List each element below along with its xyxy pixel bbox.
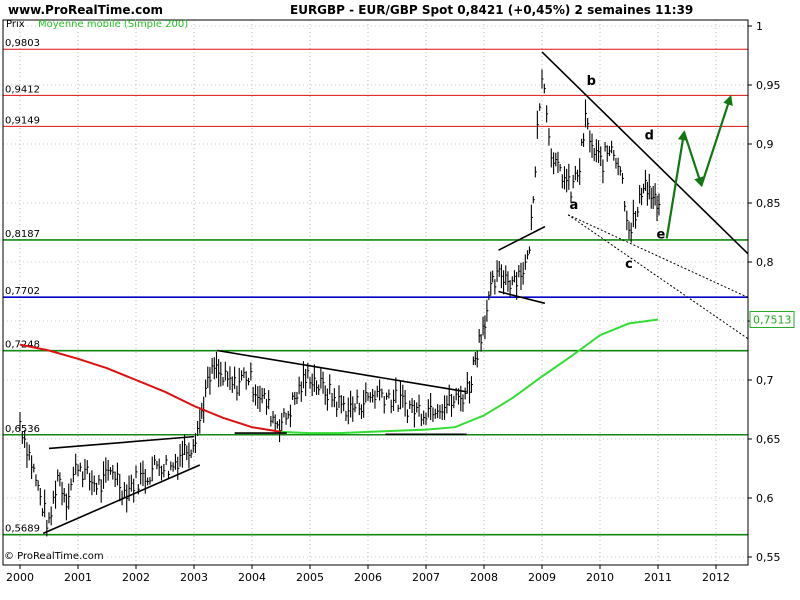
series-layer — [19, 69, 661, 537]
trendline — [48, 435, 195, 450]
y-tick-label: 0,7 — [756, 374, 774, 387]
y-tick-label: 1 — [756, 20, 763, 33]
y-tick-label: 0,65 — [756, 433, 781, 446]
trendline — [42, 464, 201, 535]
level-label: 0,8187 — [5, 229, 40, 240]
price-label: Prix — [6, 19, 25, 30]
x-tick-label: 2000 — [6, 571, 34, 584]
projection-arrow — [700, 94, 733, 186]
y-tick-label: 0,85 — [756, 197, 781, 210]
projection-arrow — [665, 130, 688, 239]
level-label: 0,5689 — [5, 524, 40, 535]
trendline — [541, 51, 749, 255]
trendline — [498, 225, 546, 251]
level-label: 0,9149 — [5, 115, 40, 126]
y-tick-label: 0,8 — [756, 256, 774, 269]
x-tick-label: 2005 — [296, 571, 324, 584]
projection-arrows — [665, 94, 733, 239]
level-label: 0,7702 — [5, 286, 40, 297]
x-tick-label: 2012 — [702, 571, 730, 584]
y-tick-label: 0,55 — [756, 551, 781, 564]
wave-label: e — [656, 227, 665, 242]
moving-average-legend: Moyenne mobile (Simple 200) — [38, 19, 189, 30]
site-title: www.ProRealTime.com — [8, 3, 163, 17]
instrument-title: EURGBP - EUR/GBP Spot 0,8421 (+0,45%) 2 … — [290, 3, 694, 17]
x-tick-label: 2001 — [64, 571, 92, 584]
x-tick-label: 2004 — [238, 571, 266, 584]
y-tick-label: 0,9 — [756, 138, 774, 151]
level-label: 0,6536 — [5, 424, 40, 435]
trendline — [498, 290, 546, 305]
copyright-footer: © ProRealTime.com — [4, 551, 104, 562]
level-label: 0,9412 — [5, 84, 40, 95]
projection-arrow — [683, 131, 704, 188]
level-label: 0,9803 — [5, 38, 40, 49]
x-tick-label: 2010 — [586, 571, 614, 584]
x-tick-label: 2006 — [354, 571, 382, 584]
x-tick-label: 2003 — [180, 571, 208, 584]
plot-frame — [2, 19, 749, 566]
wave-label: d — [645, 128, 654, 143]
y-tick-label: 0,95 — [756, 79, 781, 92]
x-tick-label: 2007 — [412, 571, 440, 584]
moving-average-green — [280, 318, 659, 435]
y-tick-label: 0,6 — [756, 492, 774, 505]
last-value-label: 0,7513 — [753, 313, 792, 326]
x-tick-label: 2008 — [470, 571, 498, 584]
x-tick-label: 2011 — [644, 571, 672, 584]
wave-label: a — [570, 198, 579, 213]
moving-average-red — [19, 343, 282, 433]
x-tick-label: 2009 — [528, 571, 556, 584]
price-series — [19, 69, 661, 537]
wave-annotations: a b c d e — [570, 74, 666, 272]
x-tick-label: 2002 — [122, 571, 150, 584]
wave-label: c — [625, 257, 633, 272]
trendline — [567, 214, 749, 340]
wave-label: b — [587, 74, 596, 89]
axes: 2000 2001 2002 2003 2004 2005 2006 2007 2008 2009… — [2, 19, 795, 584]
trendline — [217, 349, 467, 393]
trendlines — [42, 51, 749, 535]
horizontal-levels: 0,98030,94120,91490,81870,77020,72480,65… — [3, 38, 748, 536]
last-value-box — [749, 310, 795, 328]
trendline — [567, 214, 749, 298]
